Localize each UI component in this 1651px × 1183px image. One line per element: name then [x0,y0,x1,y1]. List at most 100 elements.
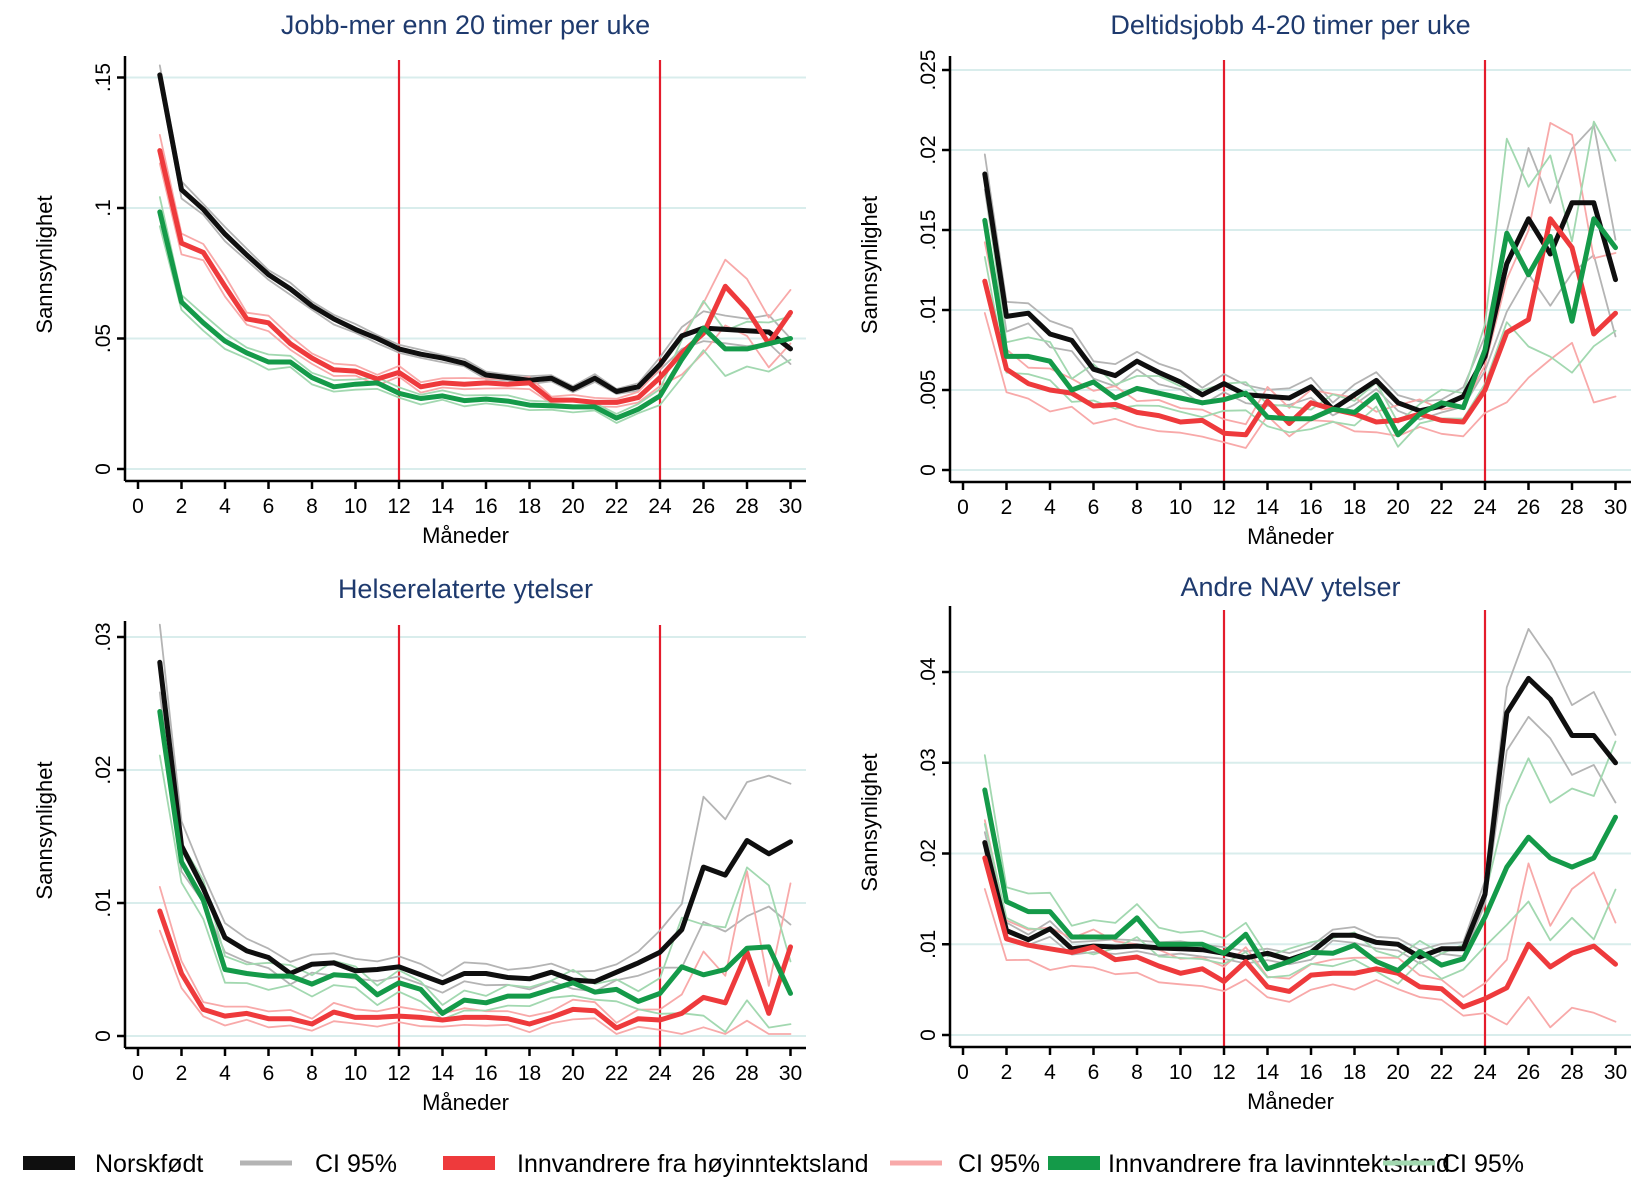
x-tick-label: 20 [1386,496,1409,519]
ci-upper-line-series-0 [983,628,1617,955]
chart-title: Andre NAV ytelser [1180,572,1400,602]
x-tick-label: 24 [648,1062,672,1085]
y-tick-label: 0 [92,1030,115,1042]
legend-label: Innvandrere fra høyinntektsland [517,1150,869,1178]
x-tick-label: 10 [1169,1061,1192,1084]
x-tick-label: 16 [1299,1061,1322,1084]
x-tick-label: 8 [306,495,318,518]
x-tick-label: 4 [219,1062,231,1085]
x-tick-label: 26 [1517,1061,1540,1084]
x-tick-label: 20 [1386,1061,1409,1084]
y-tick-label: .15 [92,63,115,92]
ci-lower-line-series-1 [158,162,792,408]
series-line-hoyinntektsland [982,855,1618,1010]
series-line-hoyinntektsland [982,216,1618,438]
series-line-norskfodt [157,659,793,986]
x-tick-label: 12 [1212,1061,1235,1084]
x-tick-label: 26 [692,495,715,518]
y-tick-label: .1 [92,199,115,217]
ci-lower-line-series-1 [983,312,1617,449]
x-tick-label: 8 [1131,1061,1143,1084]
x-axis-title: Måneder [422,523,509,548]
x-tick-label: 0 [957,496,969,519]
x-tick-label: 24 [1473,496,1497,519]
x-tick-label: 28 [735,1062,758,1085]
y-axis-title: Sannsynlighet [857,196,882,334]
y-axis-title: Sannsynlighet [32,195,57,333]
legend-label: CI 95% [1442,1150,1524,1178]
x-tick-label: 24 [1473,1061,1497,1084]
ci-lower-line-series-1 [983,888,1617,1029]
x-tick-label: 0 [957,1061,969,1084]
legend-label: CI 95% [315,1150,397,1178]
legend-swatch-lavinntektsland [1048,1156,1100,1170]
x-tick-label: 18 [1343,1061,1366,1084]
x-tick-label: 20 [561,1062,584,1085]
ci-lower-line-series-1 [158,929,792,1035]
ci-lower-line-series-2 [983,822,1617,985]
chart-panel-3: 0.01.02.03.040 2 4 6 8 10 12 14 16 18 20 22 24 26 28 30… [857,572,1631,1114]
ci-upper-line-series-2 [983,740,1617,959]
y-axis-title: Sannsynlighet [32,761,57,899]
x-tick-label: 10 [344,495,367,518]
y-tick-label: .02 [917,135,940,164]
ci-lower-line-series-0 [983,188,1617,421]
x-tick-label: 22 [605,1062,628,1085]
series-line-hoyinntektsland [157,148,793,405]
x-tick-label: 0 [132,1062,144,1085]
ci-upper-line-series-1 [983,122,1617,426]
x-tick-label: 28 [735,495,758,518]
x-tick-label: 22 [1430,1061,1453,1084]
x-tick-label: 10 [344,1062,367,1085]
y-tick-label: .04 [917,657,940,687]
x-axis-title: Måneder [422,1090,509,1115]
x-tick-label: 26 [692,1062,715,1085]
x-tick-label: 6 [263,495,275,518]
x-tick-label: 8 [306,1062,318,1085]
x-axis-title: Måneder [1247,524,1334,549]
series-line-norskfodt [157,72,793,394]
legend-label: CI 95% [958,1150,1040,1178]
x-tick-label: 12 [387,495,410,518]
series-line-lavinntektsland [982,216,1618,438]
x-tick-label: 28 [1560,496,1583,519]
y-tick-label: .02 [917,839,940,868]
ci-upper-line-series-0 [158,64,792,390]
x-tick-label: 12 [1212,496,1235,519]
ci-lower-line-series-0 [983,715,1617,966]
series-line-lavinntektsland [157,209,793,421]
x-tick-label: 18 [518,495,541,518]
y-tick-label: .015 [917,210,940,251]
ci-lower-line-series-2 [983,256,1617,448]
x-tick-label: 2 [1001,496,1013,519]
x-tick-label: 16 [1299,496,1322,519]
chart-title: Jobb-mer enn 20 timer per uke [281,10,650,40]
series-line-norskfodt [982,171,1618,414]
x-tick-label: 4 [1044,1061,1056,1084]
y-tick-label: .05 [92,324,115,353]
x-tick-label: 6 [1088,496,1100,519]
y-tick-label: .01 [917,930,940,959]
ci-lower-line-series-2 [158,225,792,424]
x-tick-label: 18 [518,1062,541,1085]
series-line-lavinntektsland [157,709,793,1016]
y-tick-label: .03 [917,748,940,777]
legend: Norskfødt CI 95% Innvandrere fra høyinntek… [23,1150,1524,1178]
ci-lower-line-series-0 [158,691,792,994]
x-tick-label: 18 [1343,496,1366,519]
x-tick-label: 6 [263,1062,275,1085]
ci-upper-line-series-0 [158,623,792,977]
y-tick-label: 0 [92,463,115,475]
x-tick-label: 22 [605,495,628,518]
x-tick-label: 16 [474,1062,497,1085]
chart-panel-0: 0.05.1.150 2 4 6 8 10 12 14 16 18 20 22 24 26 28 30Sann… [32,10,806,548]
x-tick-label: 30 [779,1062,802,1085]
x-tick-label: 14 [431,1062,455,1085]
y-tick-label: .025 [917,50,940,91]
series-line-lavinntektsland [982,787,1618,974]
y-tick-label: .03 [92,622,115,651]
legend-label: Norskfødt [95,1150,203,1178]
x-tick-label: 16 [474,495,497,518]
